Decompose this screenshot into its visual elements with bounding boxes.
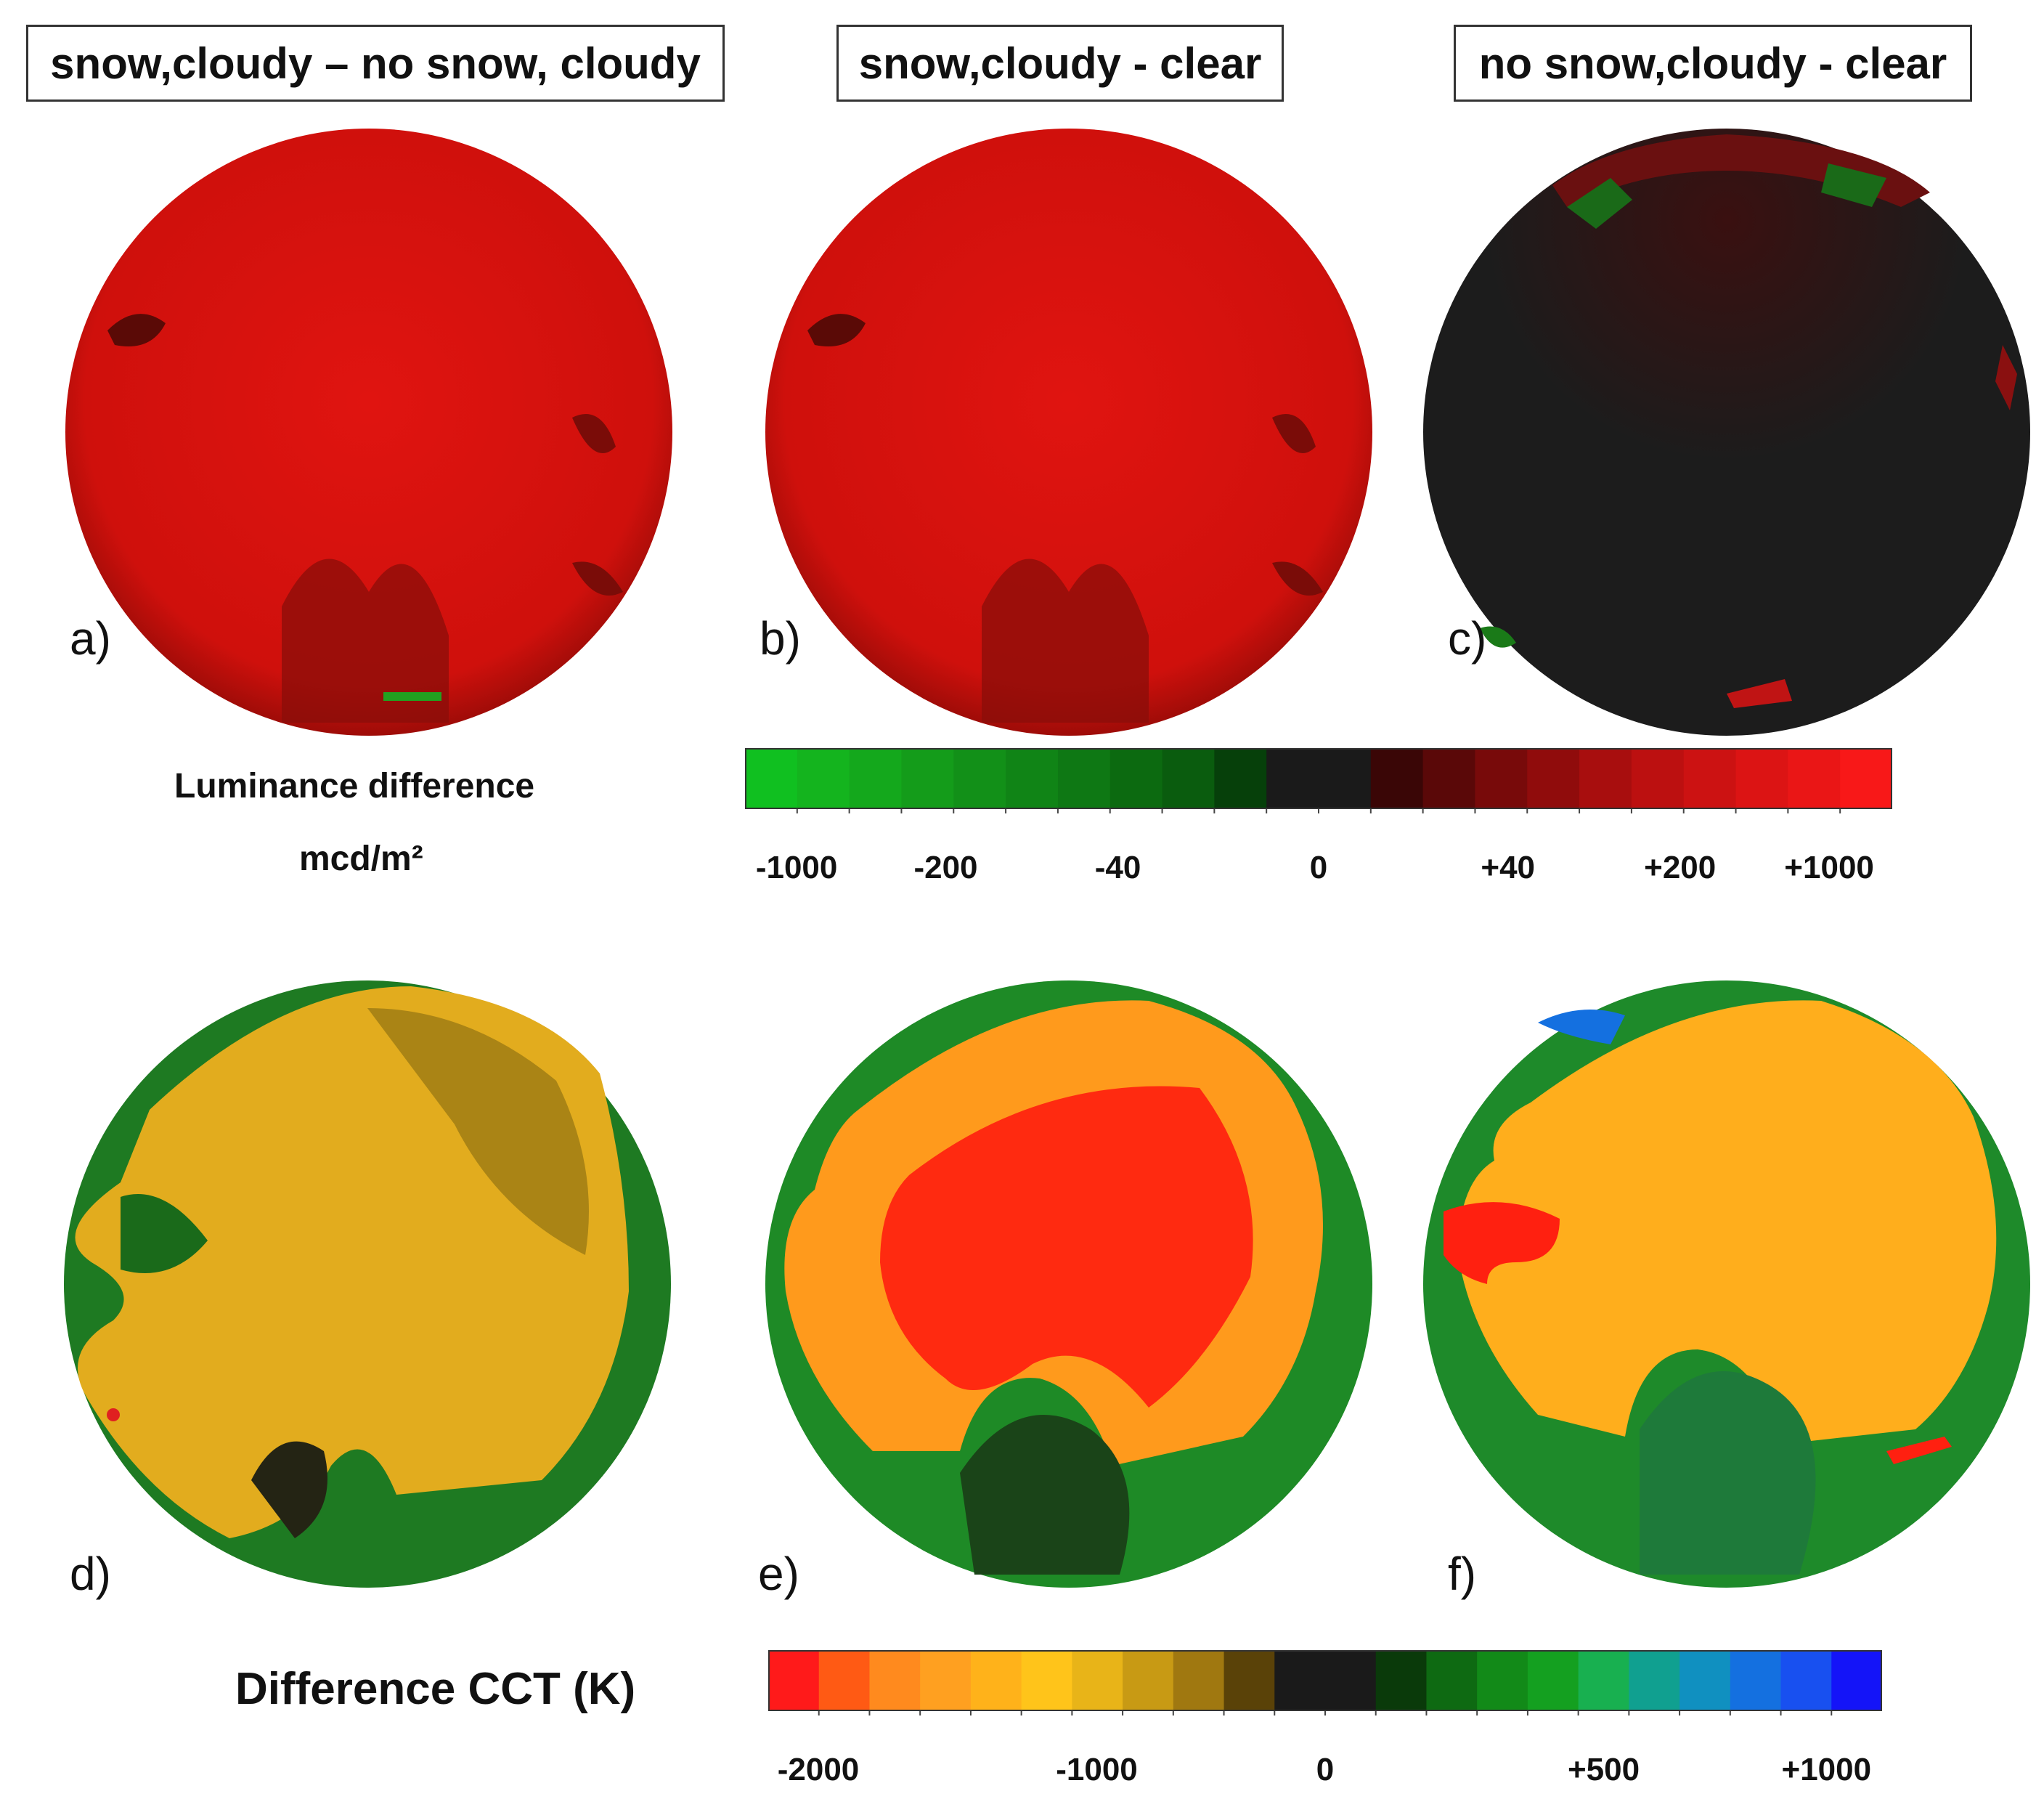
panel-c-fisheye bbox=[1422, 127, 2032, 737]
luminance-colorbar-swatch bbox=[1266, 748, 1319, 809]
luminance-colorbar-tick-label: +200 bbox=[1644, 850, 1717, 885]
luminance-colorbar-swatch bbox=[745, 748, 798, 809]
luminance-colorbar-border bbox=[745, 748, 1892, 809]
cct-colorbar-tick-label: +1000 bbox=[1781, 1752, 1872, 1787]
luminance-colorbar-swatch bbox=[1006, 748, 1059, 809]
panel-label-a: a) bbox=[70, 612, 111, 665]
luminance-colorbar-tick-label: +1000 bbox=[1784, 850, 1874, 885]
luminance-colorbar-tick-label: -1000 bbox=[755, 850, 838, 885]
cct-colorbar-swatch bbox=[1223, 1650, 1275, 1711]
luminance-scale-title: Luminance difference bbox=[174, 767, 535, 805]
panel-f-fisheye bbox=[1422, 979, 2032, 1589]
luminance-colorbar-swatch bbox=[1370, 748, 1424, 809]
panel-e-fisheye bbox=[764, 979, 1374, 1589]
cct-colorbar-tick-label: +500 bbox=[1567, 1752, 1640, 1787]
cct-colorbar-swatch bbox=[818, 1650, 871, 1711]
panel-label-d: d) bbox=[70, 1548, 111, 1600]
cct-colorbar-swatch bbox=[1021, 1650, 1072, 1711]
luminance-colorbar-swatch bbox=[901, 748, 954, 809]
panel-label-e: e) bbox=[758, 1548, 799, 1600]
luminance-colorbar-swatch bbox=[1319, 748, 1372, 809]
cct-colorbar-tick-label: -1000 bbox=[1056, 1752, 1138, 1787]
panel-label-b: b) bbox=[760, 612, 801, 665]
panel-a-disc bbox=[65, 129, 672, 736]
panel-b-fisheye bbox=[764, 127, 1374, 737]
cct-colorbar-swatch bbox=[1578, 1650, 1629, 1711]
cct-colorbar-swatch bbox=[920, 1650, 972, 1711]
cct-colorbar-swatch bbox=[1173, 1650, 1225, 1711]
luminance-colorbar-swatch bbox=[1057, 748, 1111, 809]
cct-colorbar-swatch bbox=[1375, 1650, 1428, 1711]
cct-colorbar-tick-label: 0 bbox=[1316, 1752, 1335, 1787]
luminance-colorbar-swatch bbox=[1788, 748, 1841, 809]
cct-colorbar-swatch bbox=[869, 1650, 921, 1711]
luminance-colorbar-swatch bbox=[1109, 748, 1163, 809]
panel-label-f: f) bbox=[1448, 1548, 1477, 1600]
cct-colorbar-swatch bbox=[1072, 1650, 1123, 1711]
cct-colorbar-swatch bbox=[1780, 1650, 1832, 1711]
title-col3: no snow,cloudy - clear bbox=[1454, 25, 1972, 102]
panel-label-c: c) bbox=[1448, 612, 1487, 665]
title-col2: snow,cloudy - clear bbox=[836, 25, 1284, 102]
panel-c-disc bbox=[1423, 129, 2030, 736]
cct-colorbar-swatch bbox=[1426, 1650, 1478, 1711]
luminance-colorbar-swatch bbox=[797, 748, 850, 809]
cct-colorbar-swatch bbox=[1527, 1650, 1579, 1711]
cct-colorbar-swatch bbox=[1629, 1650, 1680, 1711]
luminance-colorbar-swatch bbox=[1475, 748, 1528, 809]
luminance-colorbar-swatch bbox=[1735, 748, 1788, 809]
cct-colorbar-swatch bbox=[970, 1650, 1022, 1711]
luminance-colorbar-tick-label: 0 bbox=[1309, 850, 1328, 885]
cct-colorbar-tick-label: -2000 bbox=[777, 1752, 860, 1787]
luminance-colorbar-swatch bbox=[1579, 748, 1632, 809]
luminance-colorbar-tick-label: -200 bbox=[913, 850, 978, 885]
cct-colorbar-swatch bbox=[1831, 1650, 1882, 1711]
luminance-colorbar-swatch bbox=[1631, 748, 1685, 809]
luminance-scale-unit: mcd/m² bbox=[299, 840, 423, 878]
luminance-colorbar-swatch bbox=[1422, 748, 1476, 809]
panel-b-disc bbox=[765, 129, 1372, 736]
cct-colorbar-swatch bbox=[768, 1650, 820, 1711]
cct-scale-title: Difference CCT (K) bbox=[235, 1664, 636, 1714]
luminance-colorbar-tick-label: -40 bbox=[1094, 850, 1141, 885]
luminance-colorbar-swatch bbox=[1527, 748, 1580, 809]
luminance-colorbar-tick-label: +40 bbox=[1481, 850, 1536, 885]
luminance-colorbar: -1000 -200 -40 0 +40 +200 +1000 bbox=[745, 748, 1892, 908]
panel-d-fisheye bbox=[62, 979, 672, 1589]
cct-colorbar: -2000 -1000 0 +500 +1000 bbox=[768, 1650, 1882, 1807]
panel-a-fisheye bbox=[64, 127, 674, 737]
cct-colorbar-swatch bbox=[1274, 1650, 1326, 1711]
luminance-colorbar-swatch bbox=[1214, 748, 1267, 809]
luminance-colorbar-swatch bbox=[1162, 748, 1215, 809]
luminance-colorbar-swatch bbox=[1840, 748, 1892, 809]
cct-colorbar-swatch bbox=[1123, 1650, 1174, 1711]
cct-colorbar-swatch bbox=[1679, 1650, 1731, 1711]
cct-colorbar-swatch bbox=[1477, 1650, 1528, 1711]
luminance-colorbar-swatch bbox=[849, 748, 903, 809]
cct-colorbar-border bbox=[768, 1650, 1882, 1711]
cct-colorbar-swatch bbox=[1325, 1650, 1377, 1711]
title-col1: snow,cloudy – no snow, cloudy bbox=[26, 25, 725, 102]
luminance-colorbar-swatch bbox=[1683, 748, 1737, 809]
luminance-colorbar-swatch bbox=[953, 748, 1006, 809]
cct-colorbar-swatch bbox=[1730, 1650, 1782, 1711]
